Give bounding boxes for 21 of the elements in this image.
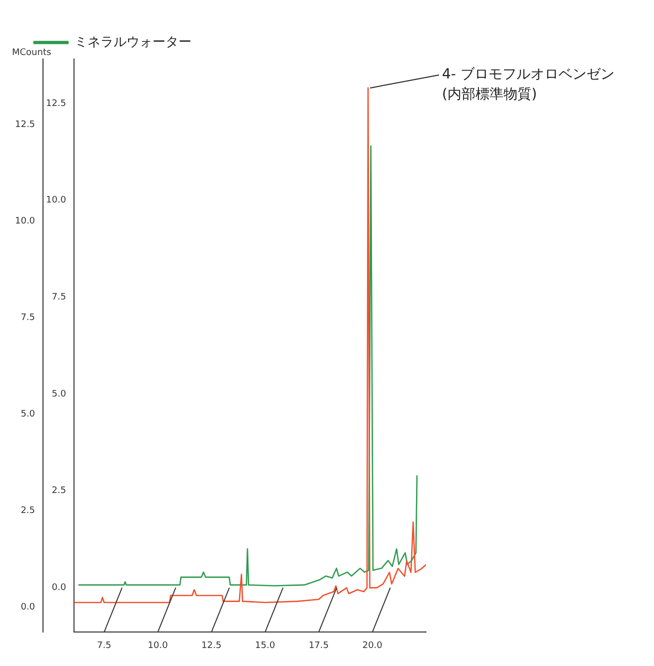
y-tick-label: 0.0 bbox=[20, 602, 36, 612]
y-tick-label: 2.5 bbox=[20, 506, 36, 516]
x-tick-label: 17.5 bbox=[308, 640, 329, 651]
annotation: 4- ブロモフルオロベンゼン (内部標準物質) bbox=[442, 66, 614, 103]
x-tick-label: 7.5 bbox=[96, 640, 112, 651]
y-tick-label: 10.0 bbox=[14, 216, 36, 226]
legend-label: ミネラルウォーター bbox=[74, 34, 192, 50]
y2-tick-label: 2.5 bbox=[52, 486, 66, 496]
y2-tick-label: 0.0 bbox=[52, 583, 66, 594]
x-tick-label: 20.0 bbox=[362, 640, 383, 651]
y-tick-label: 7.5 bbox=[20, 312, 36, 323]
x-tick-label: 15.0 bbox=[255, 640, 276, 651]
y2-tick-label: 7.5 bbox=[52, 292, 66, 303]
x-tick-label: 12.5 bbox=[201, 640, 222, 651]
y-axis-title: MCounts bbox=[12, 48, 52, 58]
y-tick-label: 12.5 bbox=[14, 120, 36, 130]
x-tick-label: 10.0 bbox=[148, 640, 168, 651]
y2-tick-label: 12.5 bbox=[46, 98, 66, 109]
y2-tick-label: 5.0 bbox=[52, 389, 66, 400]
y2-tick-label: 10.0 bbox=[46, 196, 66, 206]
y-tick-label: 5.0 bbox=[20, 409, 36, 420]
